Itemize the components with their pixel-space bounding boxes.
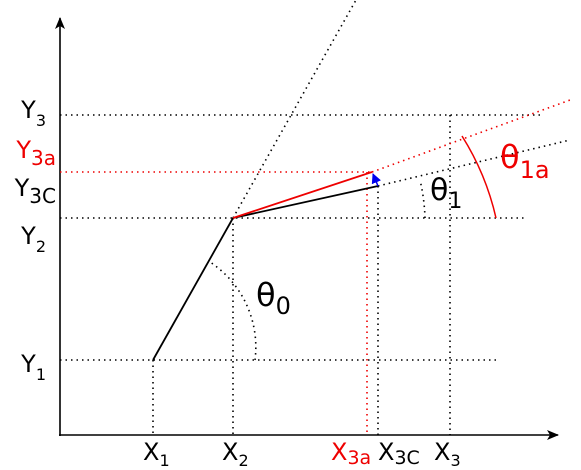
angle-label: θ1 [430,173,462,214]
angle-label: θ0 [256,276,291,320]
angle-labels: θ0 θ1 θ1a [256,138,550,320]
arc-theta0 [209,261,257,361]
links [152,171,382,361]
arc-theta1 [419,179,426,219]
axes [55,17,559,440]
x-labels: X1 X2 X3a X3C X3 [143,438,461,470]
y-label: Y3 [20,96,46,130]
x-label: X3 [434,438,461,470]
x-label: X3a [331,438,371,469]
y-label: Y1 [20,350,46,384]
ray-link2a [371,99,571,173]
x-label: X2 [222,438,249,470]
y-labels: Y3 Y3a Y3C Y2 Y1 [14,96,56,384]
x-label: X1 [143,438,170,470]
angle-label: θ1a [500,138,550,184]
arc-theta1a [461,135,497,219]
link-2a [232,171,373,219]
y-label: Y2 [20,222,46,256]
y-label: Y3a [15,136,56,170]
y-label: Y3C [14,174,56,208]
correction-arrow [371,173,382,187]
ray-link1 [232,0,357,219]
arcs [209,135,497,361]
guide-lines [60,0,571,435]
link-1 [152,217,234,361]
link-2 [232,185,379,219]
x-label: X3C [378,438,420,469]
